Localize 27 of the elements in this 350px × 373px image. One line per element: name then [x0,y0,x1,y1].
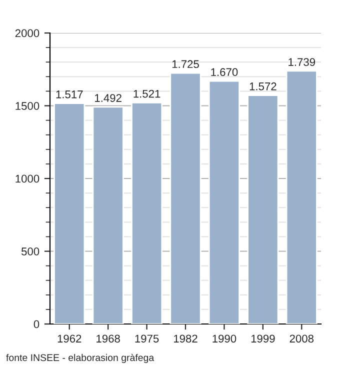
x-tick-label: 1999 [251,334,275,343]
y-tick-label: 1500 [16,102,40,110]
data-label: 1.492 [95,94,122,102]
x-tick-label: 1968 [96,334,120,343]
bar [170,72,202,324]
bar [92,106,124,324]
source-note: fonte INSEE - elaborasion gràfega [6,354,154,363]
bar [208,80,240,324]
bar [54,102,86,324]
x-tick-label: 1990 [212,334,236,343]
y-tick-label: 500 [21,248,40,256]
y-tick-label: 2000 [15,29,40,38]
x-tick-label: 1975 [135,334,159,343]
data-label: 1.670 [211,68,238,76]
data-label: 1.739 [288,58,316,66]
x-tick-label: 1962 [58,334,82,343]
bar [130,102,163,324]
x-tick-label: 2008 [290,334,314,343]
bar [247,94,279,324]
bar [286,70,318,324]
y-tick-label: 0 [34,320,40,328]
data-label: 1.572 [250,82,276,90]
data-label: 1.521 [134,90,160,98]
data-label: 1.725 [172,60,199,68]
x-tick-label: 1982 [174,334,198,343]
y-tick-label: 1000 [16,174,40,183]
data-label: 1.517 [56,90,83,98]
